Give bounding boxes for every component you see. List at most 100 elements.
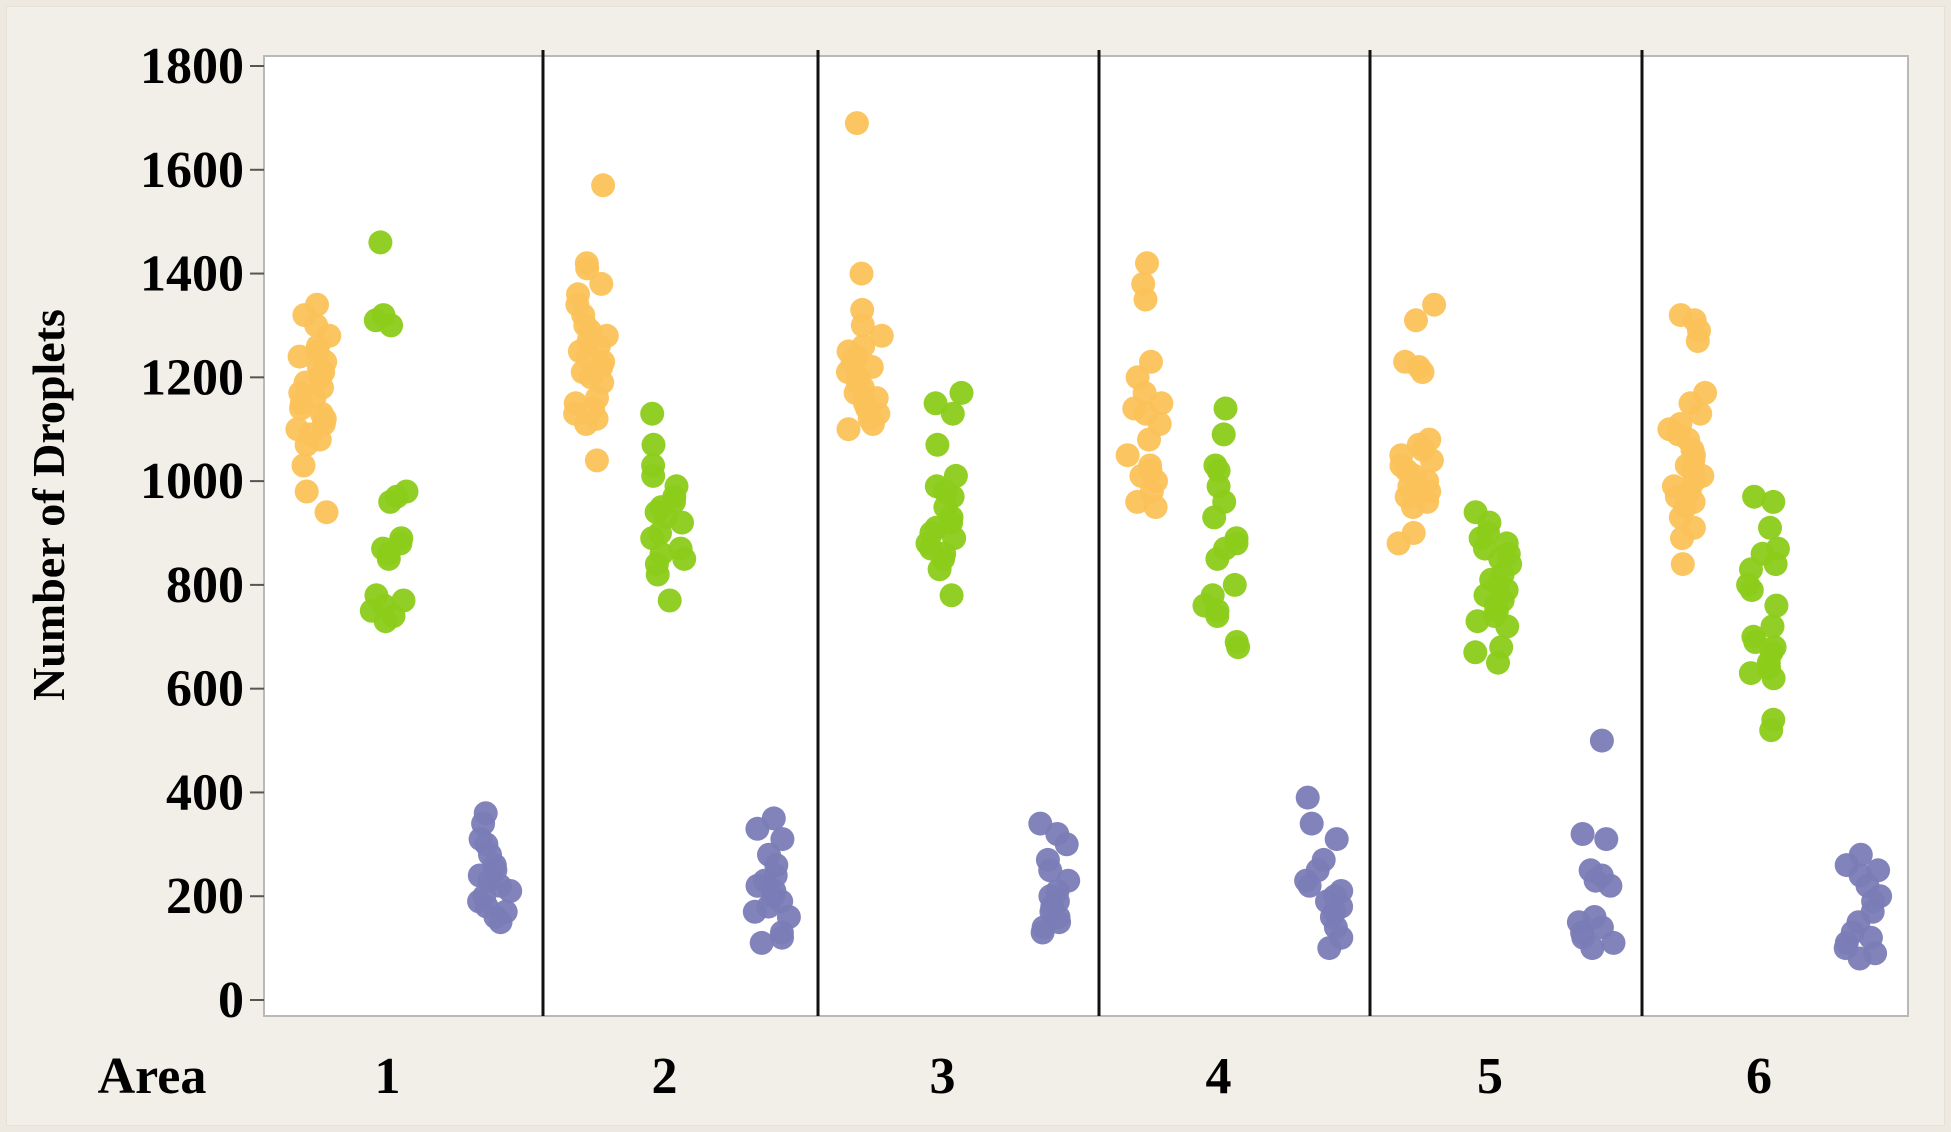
x-axis-title: Area	[98, 1048, 207, 1105]
data-point	[770, 827, 795, 852]
data-point	[657, 588, 682, 613]
data-point	[1670, 552, 1695, 577]
plot-panel	[263, 55, 1909, 1017]
data-point	[1685, 329, 1710, 353]
data-point	[376, 546, 401, 571]
data-point	[1739, 578, 1764, 603]
data-point	[1495, 614, 1520, 639]
data-point	[378, 489, 403, 514]
data-point	[939, 583, 964, 608]
data-point	[1759, 718, 1784, 743]
data-point	[925, 432, 950, 457]
data-point	[291, 453, 316, 478]
y-tick-label: 1600	[140, 142, 244, 199]
data-point	[1115, 443, 1140, 468]
data-point	[1038, 858, 1063, 883]
data-point	[1688, 401, 1713, 426]
plot-area: 0 200 400 600 800 1000 1200 1400 1600 1800 1 2 3 4 5 6	[140, 38, 1909, 1105]
data-point	[1297, 873, 1322, 898]
data-point	[1758, 515, 1782, 540]
data-point	[1226, 635, 1251, 660]
y-tick-label: 1000	[140, 453, 244, 510]
data-point	[923, 391, 948, 416]
data-point	[844, 111, 869, 136]
data-point	[745, 816, 770, 841]
y-tick-label: 1400	[140, 246, 244, 303]
data-point	[289, 396, 313, 421]
y-tick-label: 0	[218, 972, 244, 1029]
data-point	[294, 432, 319, 457]
x-tick-label: 5	[1477, 1048, 1503, 1105]
x-tick-label: 4	[1206, 1048, 1232, 1105]
data-point	[1598, 873, 1623, 898]
data-point	[1589, 728, 1614, 753]
data-point	[641, 432, 666, 457]
data-point	[742, 899, 767, 924]
data-point	[575, 256, 600, 281]
data-point	[287, 344, 312, 369]
data-point	[1404, 308, 1428, 333]
x-tick-label: 3	[930, 1048, 956, 1105]
data-point	[1401, 495, 1425, 520]
data-point	[860, 412, 885, 436]
data-point	[836, 417, 861, 442]
data-point	[645, 562, 670, 587]
data-point	[1125, 489, 1150, 514]
data-point	[940, 401, 965, 426]
x-tick-label: 2	[652, 1048, 678, 1105]
data-point	[770, 925, 794, 950]
data-point	[1139, 349, 1163, 374]
data-point	[869, 323, 894, 348]
data-point	[591, 173, 616, 198]
data-point	[314, 500, 339, 525]
data-point	[1133, 287, 1158, 312]
data-point	[574, 412, 599, 436]
data-point	[1580, 936, 1605, 961]
data-point	[1137, 427, 1161, 452]
data-point	[1760, 614, 1785, 639]
data-point	[1222, 572, 1247, 597]
data-point	[379, 313, 404, 338]
y-axis-title: Number of Droplets	[23, 309, 74, 701]
data-point	[368, 230, 393, 255]
data-point	[1422, 292, 1447, 317]
data-point	[1761, 666, 1786, 691]
data-point	[1324, 827, 1349, 852]
data-point	[294, 479, 319, 504]
data-point	[1213, 396, 1238, 421]
data-point	[1570, 822, 1595, 846]
data-point	[1670, 526, 1694, 551]
data-point	[672, 546, 697, 571]
data-point	[1763, 552, 1788, 577]
data-point	[1205, 604, 1230, 628]
data-point	[641, 463, 666, 488]
data-point	[640, 401, 665, 426]
data-point	[1764, 593, 1789, 618]
data-point	[373, 609, 398, 634]
data-point	[1761, 489, 1786, 514]
data-point	[1317, 936, 1342, 961]
data-point	[1205, 546, 1230, 571]
y-tick-label: 600	[166, 661, 244, 718]
data-point	[1386, 531, 1411, 556]
data-point	[1299, 811, 1324, 836]
y-tick-label: 1200	[140, 349, 244, 406]
y-tick-label: 800	[166, 557, 244, 614]
data-point	[488, 910, 513, 935]
data-point	[749, 930, 774, 955]
data-point	[1738, 661, 1763, 686]
data-point	[1742, 484, 1767, 509]
data-point	[584, 448, 609, 473]
data-point	[589, 271, 614, 296]
y-tick-label: 400	[166, 764, 244, 821]
data-point	[498, 879, 523, 903]
data-point	[1463, 640, 1488, 665]
data-point	[927, 557, 952, 582]
x-tick-label: 6	[1746, 1048, 1772, 1105]
data-point	[850, 313, 875, 338]
data-point	[1202, 505, 1227, 530]
data-point	[949, 380, 974, 405]
data-point	[1143, 495, 1168, 520]
data-point	[1135, 251, 1159, 276]
